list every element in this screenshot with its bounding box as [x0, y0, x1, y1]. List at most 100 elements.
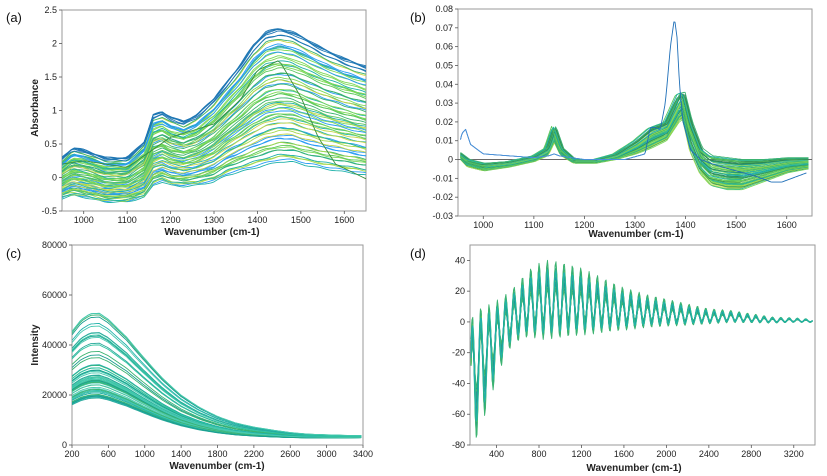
- panel-a-series-line: [62, 101, 366, 184]
- panel-c-y-tick-label: 80000: [42, 240, 67, 250]
- panel-a-x-tick-label: 1400: [247, 215, 267, 225]
- panel-c-x-tick-label: 1800: [207, 449, 227, 459]
- panel-c-x-tick-label: 3000: [317, 449, 337, 459]
- panel-a-series-line: [62, 141, 366, 196]
- panel-a-series-line: [62, 76, 366, 175]
- panel-a-x-tick-label: 1100: [117, 215, 136, 225]
- panel-b-series-line: [460, 94, 809, 165]
- panel-b-series-line: [460, 97, 809, 167]
- panel-c-x-tick-label: 600: [101, 449, 116, 459]
- panel-b-y-tick-label: -0.03: [432, 211, 453, 221]
- panel-d-y-tick-label: 0: [460, 317, 465, 327]
- panel-a-y-axis-title: Absorbance: [30, 79, 41, 137]
- panel-d-y-tick-label: -80: [452, 440, 465, 450]
- panel-a-series-line: [62, 100, 366, 184]
- panel-c-y-tick-label: 60000: [42, 290, 67, 300]
- panel-b-x-tick-label: 1100: [524, 220, 543, 230]
- panel-c-x-tick-label: 2200: [244, 449, 264, 459]
- panel-a-y-tick-label: 2.5: [44, 5, 57, 15]
- panel-d-plot: 400 800 1200 1600 2000 2400 2800 3200-80-60-40-…: [452, 244, 816, 459]
- panel-b-x-tick-label: 1400: [676, 220, 696, 230]
- panel-a-series-line: [62, 28, 366, 160]
- panel-c-x-tick-label: 1000: [135, 449, 155, 459]
- panel-d-x-tick-label: 2400: [699, 449, 719, 459]
- panel-b-x-tick-label: 1300: [625, 220, 645, 230]
- panel-a-series-line: [62, 107, 366, 187]
- panel-c-x-tick-label: 1400: [171, 449, 191, 459]
- panel-a-y-tick-label: -0.5: [41, 206, 57, 216]
- panel-a-y-tick-label: 1.5: [44, 72, 57, 82]
- panel-b-x-tick-label: 1500: [726, 220, 746, 230]
- panel-b-x-axis-title: Wavenumber (cm-1): [588, 229, 683, 240]
- panel-c-series-line: [72, 395, 362, 439]
- panel-b-y-tick-label: 0.08: [435, 4, 453, 14]
- panel-c-frame: [71, 244, 364, 446]
- panel-d-series-line: [470, 287, 813, 390]
- panel-b-series-line: [460, 99, 809, 170]
- panel-a-curves: [62, 28, 366, 203]
- panel-d-series-line: [470, 283, 813, 399]
- panel-c-y-tick-label: 20000: [42, 390, 67, 400]
- panel-d-y-tick-label: -40: [452, 378, 465, 388]
- panel-a: (a) Absorbance Wavenumber (cm-1) 1000 110…: [6, 5, 367, 238]
- panel-b-series-line: [460, 99, 809, 169]
- panel-a-series-line: [62, 38, 366, 163]
- panel-b-y-tick-label: 0.02: [435, 117, 453, 127]
- panel-b-y-tick-label: 0.06: [435, 42, 453, 52]
- panel-d-x-tick-label: 400: [489, 449, 504, 459]
- panel-d-x-tick-label: 2000: [656, 449, 676, 459]
- panel-c-label: (c): [6, 246, 21, 261]
- panel-a-y-tick-label: 2: [52, 39, 57, 49]
- panel-a-series-line: [62, 113, 366, 188]
- panel-b-series-line: [460, 97, 809, 167]
- panel-d-series-line: [470, 270, 813, 420]
- panel-c-curves: [72, 312, 362, 439]
- panel-d-series-line: [470, 290, 813, 388]
- panel-c-series-line: [72, 357, 362, 438]
- panel-d-series-line: [470, 286, 813, 393]
- panel-c: (c) Intensity Wavenumber (cm-1) 200 600 10…: [6, 240, 373, 472]
- panel-a-series-line: [62, 149, 366, 199]
- panel-d-series-line: [470, 283, 813, 398]
- panel-a-x-tick-label: 1300: [204, 215, 224, 225]
- panel-a-series-line: [62, 88, 366, 180]
- panel-d-x-tick-label: 1200: [571, 449, 591, 459]
- panel-a-series-line: [62, 72, 366, 175]
- panel-c-series-line: [72, 364, 362, 438]
- panel-a-x-axis-title: Wavenumber (cm-1): [164, 227, 259, 238]
- panel-c-series-line: [72, 344, 362, 437]
- panel-b-main-line: [460, 21, 807, 183]
- panel-c-series-line: [72, 312, 362, 436]
- panel-a-series-line: [62, 83, 366, 178]
- panel-d-x-axis-title: Wavenumber (cm-1): [586, 463, 681, 474]
- panel-b-y-tick-label: 0.04: [435, 79, 453, 89]
- panel-a-x-tick-label: 1500: [291, 215, 311, 225]
- panel-b-y-tick-label: 0.07: [435, 23, 453, 33]
- panel-d-x-tick-label: 1600: [614, 449, 634, 459]
- panel-a-x-tick-label: 1200: [161, 215, 181, 225]
- panel-b-plot: 1000 1100 1200 1300 1400 1500 1600 -0.03 -0.02 -0…: [432, 4, 813, 230]
- panel-c-x-tick-label: 3400: [353, 449, 373, 459]
- panel-a-series-line: [62, 97, 366, 182]
- panel-d-y-tick-label: 40: [455, 255, 465, 265]
- panel-a-series-line: [62, 79, 366, 177]
- panel-a-y-tick-label: 0: [52, 173, 57, 183]
- panel-d-label: (d): [410, 246, 426, 261]
- panel-a-series-line: [62, 127, 366, 193]
- panel-a-series-line: [62, 55, 366, 168]
- panel-c-y-axis-title: Intensity: [30, 324, 41, 366]
- panel-a-series-line: [62, 153, 366, 201]
- panel-a-series-line: [62, 34, 366, 162]
- panel-a-series-line: [62, 141, 366, 198]
- panel-a-series-line: [62, 63, 366, 172]
- panel-b-curves: [458, 21, 812, 191]
- panel-b-series-line: [460, 99, 809, 169]
- panel-b-series-line: [460, 91, 809, 164]
- panel-b: (b) Wavenumber (cm-1) 1000 1100 1200 1300 14…: [410, 4, 813, 240]
- panel-b-y-tick-label: -0.01: [432, 173, 453, 183]
- panel-a-label: (a): [6, 10, 22, 25]
- panel-d-x-tick-label: 800: [531, 449, 546, 459]
- panel-c-x-tick-label: 200: [64, 449, 79, 459]
- panel-b-x-tick-label: 1000: [473, 220, 493, 230]
- panel-b-frame: [457, 8, 813, 217]
